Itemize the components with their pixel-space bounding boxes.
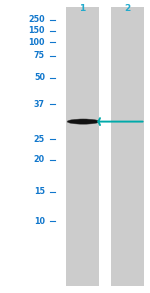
Text: 1: 1 [79,4,86,13]
Text: 100: 100 [28,38,45,47]
Text: 250: 250 [28,16,45,24]
Text: 10: 10 [34,217,45,226]
Bar [66,7,99,286]
Text: 15: 15 [34,188,45,196]
Text: 150: 150 [28,26,45,35]
Bar [111,7,144,286]
Text: 50: 50 [34,73,45,82]
Text: 20: 20 [34,155,45,164]
Ellipse shape [67,119,99,124]
Text: 2: 2 [124,4,131,13]
Text: 37: 37 [34,100,45,108]
Text: 25: 25 [34,135,45,144]
Text: 75: 75 [34,51,45,60]
